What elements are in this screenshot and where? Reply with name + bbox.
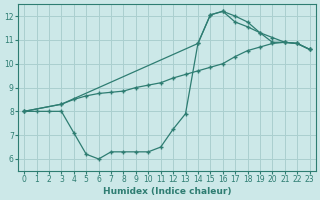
- X-axis label: Humidex (Indice chaleur): Humidex (Indice chaleur): [103, 187, 231, 196]
